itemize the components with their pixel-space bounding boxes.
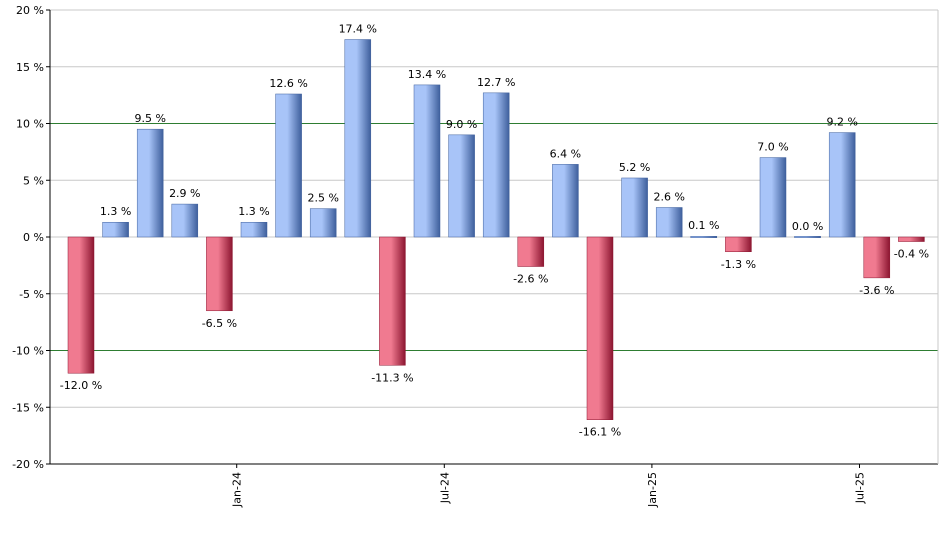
bar-positive — [690, 236, 718, 238]
data-label: -1.3 % — [721, 258, 756, 271]
bar-positive — [552, 164, 579, 238]
y-tick-label: 0 % — [23, 231, 44, 244]
bar-negative — [586, 236, 614, 420]
bar-positive — [794, 236, 821, 238]
bar-positive — [102, 221, 129, 238]
x-tick-label: Jan-24 — [231, 472, 244, 508]
x-tick-label: Jan-25 — [646, 472, 659, 508]
y-tick-label: 10 % — [16, 118, 44, 131]
bar-positive — [240, 221, 268, 238]
data-label: 12.7 % — [477, 76, 515, 89]
data-label: 0.0 % — [792, 220, 823, 233]
data-label: 1.3 % — [238, 205, 269, 218]
data-label: 13.4 % — [408, 68, 446, 81]
data-label: 2.5 % — [307, 192, 338, 205]
data-label: -6.5 % — [202, 317, 237, 330]
bar-negative — [898, 236, 925, 242]
y-tick-label: -5 % — [19, 288, 44, 301]
y-tick-label: 5 % — [23, 174, 44, 187]
bar-positive — [275, 93, 302, 238]
data-label: -0.4 % — [894, 248, 929, 261]
bar-negative — [206, 236, 233, 312]
y-tick-label: -20 % — [12, 458, 44, 471]
y-tick-label: -10 % — [12, 345, 44, 358]
x-tick-label: Jul-25 — [854, 472, 867, 504]
data-label: -16.1 % — [579, 426, 621, 439]
tick-labels: 20 % 15 % 10 % 5 % 0 % -5 % -10 % -15 % -20 % Jan… — [12, 4, 866, 508]
bars — [67, 39, 925, 420]
bar-positive — [309, 208, 337, 238]
data-label: -2.6 % — [513, 273, 548, 286]
data-label: 5.2 % — [619, 161, 650, 174]
bar-negative — [725, 236, 752, 253]
bar-positive — [413, 84, 441, 238]
data-label: -12.0 % — [60, 379, 102, 392]
data-labels: -12.0 % 1.3 % 9.5 % 2.9 % -6.5 % 1.3 % 12.6 % 2… — [60, 23, 929, 439]
data-label: 0.1 % — [688, 219, 719, 232]
data-label: 9.2 % — [826, 116, 857, 129]
data-label: -3.6 % — [859, 284, 894, 297]
bar-positive — [136, 128, 164, 238]
bar-positive — [171, 203, 199, 238]
bar-negative — [67, 236, 95, 374]
bar-positive — [482, 92, 510, 238]
bar-negative — [379, 236, 406, 366]
bar-positive — [344, 39, 372, 238]
data-label: 7.0 % — [757, 141, 788, 154]
data-label: 2.6 % — [653, 190, 684, 203]
bar-positive — [828, 132, 856, 238]
data-label: 9.5 % — [134, 112, 165, 125]
data-label: 1.3 % — [100, 205, 131, 218]
y-tick-label: 20 % — [16, 4, 44, 17]
bar-negative — [863, 236, 891, 279]
bar-positive — [655, 207, 683, 238]
bar-positive — [448, 134, 475, 238]
data-label: -11.3 % — [371, 371, 413, 384]
x-tick-label: Jul-24 — [438, 472, 451, 504]
data-label: 9.0 % — [446, 118, 477, 131]
bar-positive — [759, 157, 787, 238]
data-label: 2.9 % — [169, 187, 200, 200]
data-label: 17.4 % — [339, 23, 377, 36]
bar-positive — [621, 177, 648, 238]
bar-negative — [517, 236, 545, 267]
y-tick-label: -15 % — [12, 401, 44, 414]
data-label: 6.4 % — [550, 147, 581, 160]
y-tick-label: 15 % — [16, 61, 44, 74]
data-label: 12.6 % — [269, 77, 307, 90]
